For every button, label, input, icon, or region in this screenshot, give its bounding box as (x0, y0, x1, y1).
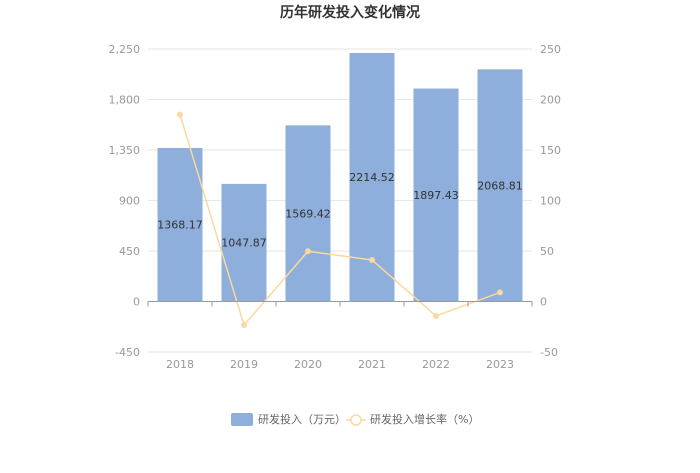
right-tick-label: 150 (540, 144, 561, 157)
left-tick-label: 1,800 (109, 94, 141, 107)
bar-value-label: 2214.52 (349, 171, 395, 184)
left-tick-label: 450 (119, 245, 140, 258)
growth-rate-point (241, 322, 247, 329)
x-tick-label: 2019 (230, 358, 258, 371)
bar-value-label: 1047.87 (221, 237, 267, 250)
bar-value-label: 1368.17 (157, 219, 203, 232)
bar-series: 1368.17 1047.87 1569.42 2214.52 1897.43 2068.… (157, 52, 523, 302)
bar (477, 69, 523, 302)
bar (157, 147, 203, 302)
growth-rate-point (369, 256, 375, 263)
legend-line-label: 研发投入增长率（%） (370, 412, 479, 426)
growth-rate-point (433, 312, 439, 319)
legend-line-marker (350, 414, 362, 426)
growth-rate-point (177, 111, 183, 118)
right-tick-label: 0 (540, 296, 547, 309)
growth-rate-line (179, 114, 501, 327)
chart-title: 历年研发投入变化情况 (280, 4, 420, 21)
left-tick-label: 0 (133, 296, 140, 309)
right-tick-label: 100 (540, 195, 561, 208)
bar-value-label: 1569.42 (285, 207, 331, 220)
bar (285, 125, 331, 302)
x-axis: 2018 2019 2020 2021 2022 2023 (147, 301, 533, 371)
left-tick-label: 2,250 (109, 43, 141, 56)
bar (221, 183, 267, 302)
left-tick-label: 1,350 (109, 144, 141, 157)
legend-bar-swatch (231, 413, 253, 426)
bar-value-label: 2068.81 (477, 179, 523, 192)
right-tick-label: 200 (540, 94, 561, 107)
growth-rate-point (305, 248, 311, 255)
growth-rate-point (497, 289, 503, 296)
left-tick-label: 900 (119, 195, 140, 208)
x-tick-label: 2023 (486, 358, 514, 371)
left-tick-label: -450 (115, 346, 140, 359)
right-tick-label: -50 (540, 346, 558, 359)
right-tick-label: 250 (540, 43, 561, 56)
left-axis-ticks: -450 0 450 900 1,350 1,800 2,250 (109, 43, 141, 359)
legend-bar-label: 研发投入（万元） (258, 412, 346, 426)
legend[interactable]: 研发投入（万元） 研发投入增长率（%） (231, 412, 479, 426)
line-series (177, 111, 503, 329)
right-tick-label: 50 (540, 245, 554, 258)
x-tick-label: 2018 (166, 358, 194, 371)
right-axis-ticks: -50 0 50 100 150 200 250 (540, 43, 561, 359)
bar (413, 88, 459, 302)
x-tick-label: 2021 (358, 358, 386, 371)
x-tick-label: 2022 (422, 358, 450, 371)
x-tick-label: 2020 (294, 358, 322, 371)
bar-value-label: 1897.43 (413, 189, 459, 202)
